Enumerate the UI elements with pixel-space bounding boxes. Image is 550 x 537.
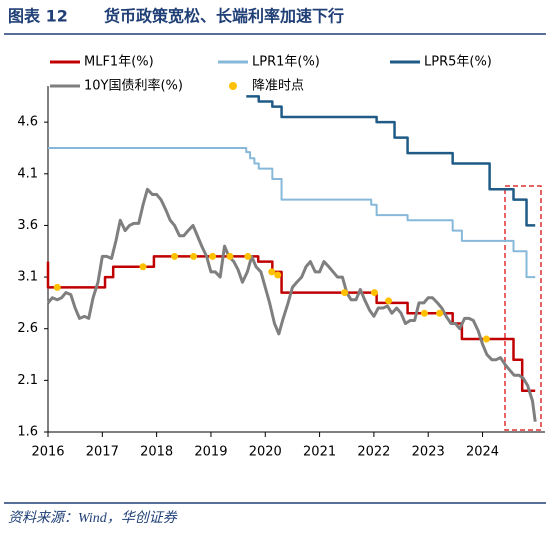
point <box>385 297 393 305</box>
y-tick-label: 3.6 <box>17 218 38 233</box>
x-tick-label: 2018 <box>140 445 173 460</box>
y-tick-label: 2.6 <box>17 321 38 336</box>
point <box>268 268 276 276</box>
chart-title: 货币政策宽松、长端利率加速下行 <box>104 7 344 26</box>
point <box>436 309 444 317</box>
point <box>482 335 490 343</box>
legend-swatch <box>229 82 237 90</box>
y-tick-label: 1.6 <box>17 425 38 440</box>
y-tick-label: 4.1 <box>17 166 38 181</box>
x-tick-label: 2023 <box>412 445 445 460</box>
legend-label: LPR5年(%) <box>424 55 492 70</box>
x-tick-label: 2024 <box>466 445 499 460</box>
point <box>139 263 147 271</box>
series-line <box>48 146 536 279</box>
legend-label: 降准时点 <box>252 79 304 94</box>
point <box>341 289 349 297</box>
x-tick-label: 2019 <box>194 445 227 460</box>
x-tick-label: 2017 <box>86 445 119 460</box>
legend-label: LPR1年(%) <box>252 55 320 70</box>
highlight-box <box>504 185 542 431</box>
legend-label: MLF1年(%) <box>84 55 154 70</box>
x-tick-label: 2016 <box>31 445 64 460</box>
point <box>190 252 198 260</box>
point <box>226 252 234 260</box>
point <box>53 283 61 291</box>
point <box>370 289 378 297</box>
x-tick-label: 2020 <box>249 445 282 460</box>
legend-label: 10Y国债利率(%) <box>84 78 183 94</box>
y-tick-label: 3.1 <box>17 270 38 285</box>
series-line <box>46 187 537 422</box>
point <box>420 309 428 317</box>
source-note: 资料来源：Wind，华创证券 <box>8 510 178 526</box>
series-line <box>246 95 536 227</box>
point <box>171 252 179 260</box>
point <box>244 252 252 260</box>
y-tick-label: 2.1 <box>17 373 38 388</box>
x-tick-label: 2022 <box>357 445 390 460</box>
y-tick-label: 4.6 <box>17 115 38 130</box>
figure-label: 图表 12 <box>8 7 68 26</box>
point <box>209 252 217 260</box>
point <box>274 271 282 279</box>
series-line <box>46 255 536 392</box>
x-tick-label: 2021 <box>303 445 336 460</box>
